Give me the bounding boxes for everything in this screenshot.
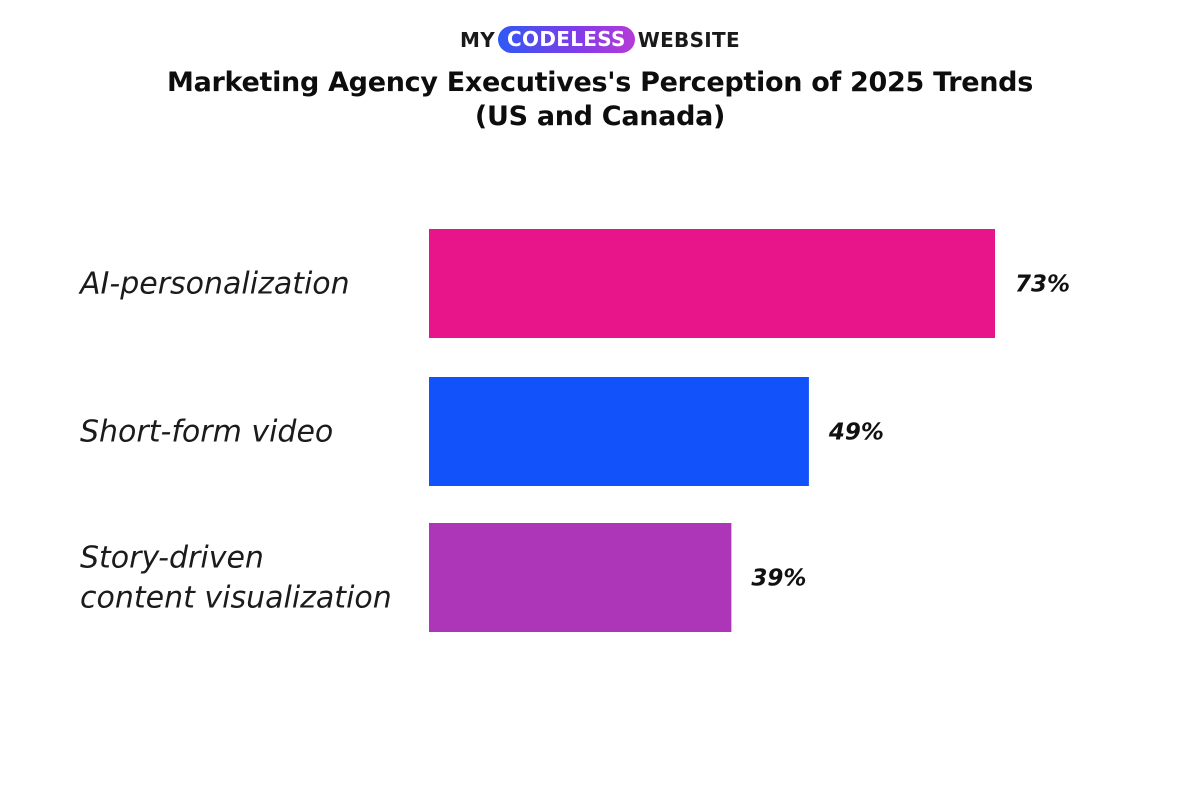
- brand-suffix: WEBSITE: [637, 27, 740, 52]
- category-label-2: Short-form video: [80, 415, 333, 450]
- brand-logo: MY CODELESS WEBSITE: [0, 26, 1200, 53]
- bar-1: [429, 229, 995, 338]
- chart-subtitle: (US and Canada): [474, 101, 726, 132]
- bar-3: [429, 523, 732, 632]
- chart-title: Marketing Agency Executives's Perception…: [167, 67, 1033, 98]
- value-label-2: 49%: [828, 420, 884, 446]
- category-label-3: Story-driven content visualization: [80, 541, 392, 616]
- bar-2: [429, 377, 809, 486]
- brand-prefix: MY: [460, 27, 496, 52]
- value-label-3: 39%: [751, 566, 806, 592]
- chart-title-block: Marketing Agency Executives's Perception…: [0, 66, 1200, 134]
- category-label-1: AI-personalization: [78, 267, 350, 302]
- brand-highlight: CODELESS: [498, 26, 635, 53]
- bars-layer: 73% AI-personalization 49% Short-form video…: [78, 229, 1070, 632]
- value-label-1: 73%: [1015, 272, 1070, 298]
